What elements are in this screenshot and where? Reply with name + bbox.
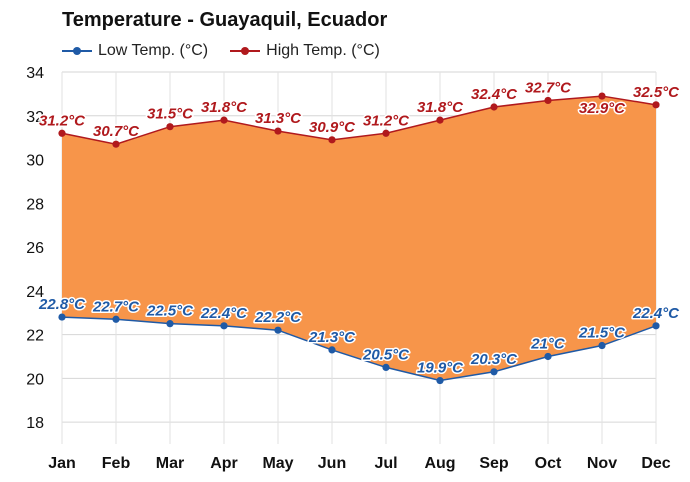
low-temp-point[interactable] (220, 322, 228, 330)
x-tick-label: Apr (210, 455, 238, 472)
y-tick-label: 26 (26, 240, 44, 257)
low-temp-point[interactable] (112, 315, 120, 323)
low-temp-label: 22.5°C (146, 303, 194, 320)
x-tick-label: Aug (424, 455, 455, 472)
low-temp-point[interactable] (328, 346, 336, 354)
y-tick-label: 30 (26, 153, 44, 170)
low-temp-label: 19.9°C (417, 360, 464, 377)
low-temp-point[interactable] (382, 363, 390, 372)
high-temp-label: 31.8°C (417, 99, 464, 116)
high-temp-label: 32.9°C (579, 100, 626, 117)
high-temp-label: 30.9°C (309, 119, 356, 136)
low-temp-label: 22.8°C (38, 296, 86, 313)
legend: Low Temp. (°C) High Temp. (°C) (62, 42, 402, 60)
high-temp-point[interactable] (652, 101, 660, 109)
low-temp-label: 20.5°C (362, 346, 410, 363)
low-temp-label: 22.2°C (254, 309, 302, 326)
high-temp-label: 31.5°C (147, 106, 194, 123)
low-temp-point[interactable] (652, 322, 660, 330)
y-tick-label: 32 (26, 109, 44, 126)
low-temp-label: 21.3°C (308, 329, 356, 346)
x-tick-label: Jan (48, 455, 76, 472)
high-temp-point[interactable] (274, 127, 282, 135)
legend-swatch-high (230, 42, 261, 60)
low-temp-label: 22.7°C (92, 298, 140, 315)
x-tick-label: Jul (374, 455, 397, 472)
high-temp-label: 32.7°C (525, 79, 572, 96)
x-tick-label: Oct (535, 455, 562, 472)
high-temp-point[interactable] (58, 129, 66, 137)
low-temp-point[interactable] (598, 341, 606, 350)
chart-title: Temperature - Guayaquil, Ecuador (62, 9, 388, 31)
high-temp-label: 31.3°C (255, 110, 302, 127)
x-tick-label: Feb (102, 455, 131, 472)
low-temp-label: 20.3°C (470, 351, 518, 368)
x-tick-label: Jun (318, 455, 346, 472)
high-temp-label: 32.5°C (633, 84, 680, 101)
legend-swatch-low (62, 42, 92, 60)
low-temp-line (61, 316, 657, 382)
y-tick-label: 24 (26, 284, 44, 301)
low-temp-point[interactable] (436, 376, 444, 385)
y-tick-label: 20 (26, 371, 44, 388)
y-tick-label: 28 (26, 196, 44, 213)
y-tick-label: 18 (26, 415, 44, 432)
low-temp-point[interactable] (58, 313, 66, 321)
high-temp-point[interactable] (328, 136, 336, 144)
low-temp-point[interactable] (274, 326, 282, 334)
low-temp-point[interactable] (544, 352, 552, 361)
x-tick-label: Nov (587, 455, 617, 472)
legend-label-high: High Temp. (°C) (266, 42, 380, 59)
y-tick-label: 34 (26, 65, 44, 82)
high-temp-line (61, 95, 657, 145)
x-tick-label: Mar (156, 455, 184, 472)
high-temp-point[interactable] (490, 103, 498, 111)
high-temp-point[interactable] (220, 116, 228, 124)
low-temp-point[interactable] (490, 368, 498, 376)
high-temp-point[interactable] (544, 96, 552, 105)
temperature-range-area (62, 96, 656, 381)
x-tick-label: Dec (641, 455, 670, 472)
low-temp-label: 22.4°C (200, 305, 248, 322)
y-tick-label: 22 (26, 328, 44, 345)
high-temp-point[interactable] (436, 116, 444, 124)
x-tick-label: Sep (479, 455, 509, 472)
legend-label-low: Low Temp. (°C) (98, 42, 209, 59)
high-temp-label: 30.7°C (93, 123, 140, 140)
high-temp-label: 31.8°C (201, 99, 248, 116)
legend-item-low[interactable]: Low Temp. (°C) (62, 42, 208, 60)
high-temp-point[interactable] (112, 140, 120, 148)
high-temp-label: 31.2°C (363, 112, 410, 129)
low-temp-label: 21.5°C (578, 325, 626, 342)
legend-item-high[interactable]: High Temp. (°C) (230, 42, 380, 60)
low-temp-point[interactable] (166, 320, 174, 328)
high-temp-label: 31.2°C (39, 112, 86, 129)
high-temp-point[interactable] (166, 123, 174, 131)
high-temp-point[interactable] (382, 129, 390, 137)
high-temp-point[interactable] (598, 92, 606, 100)
x-tick-label: May (262, 455, 293, 472)
high-temp-label: 32.4°C (471, 86, 518, 103)
low-temp-label: 22.4°C (632, 305, 680, 322)
low-temp-label: 21°C (530, 335, 566, 352)
